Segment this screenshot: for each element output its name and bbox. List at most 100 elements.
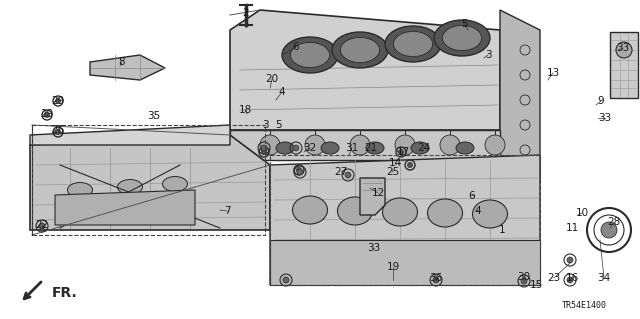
Text: 5: 5 [461, 19, 468, 29]
Text: 16: 16 [565, 273, 579, 283]
Text: 6: 6 [292, 42, 300, 52]
Circle shape [567, 257, 573, 263]
Text: 3: 3 [262, 120, 268, 130]
Circle shape [408, 162, 413, 167]
Circle shape [56, 130, 61, 135]
Text: 31: 31 [346, 143, 358, 153]
Ellipse shape [434, 20, 490, 56]
Text: 29: 29 [51, 96, 65, 106]
Ellipse shape [291, 42, 330, 68]
Text: 17: 17 [396, 147, 410, 157]
Polygon shape [55, 190, 195, 225]
Polygon shape [30, 135, 270, 230]
Circle shape [601, 222, 617, 238]
Text: 15: 15 [529, 280, 543, 290]
Circle shape [440, 135, 460, 155]
Ellipse shape [411, 142, 429, 154]
Text: 34: 34 [597, 273, 611, 283]
Text: 3: 3 [484, 50, 492, 60]
Text: 14: 14 [388, 158, 402, 168]
Polygon shape [230, 130, 500, 160]
Ellipse shape [366, 142, 384, 154]
Text: 26: 26 [51, 125, 65, 135]
Polygon shape [360, 178, 385, 215]
Bar [32, 125, 265, 235]
Text: 1: 1 [499, 225, 506, 235]
Text: 8: 8 [118, 57, 125, 67]
Polygon shape [230, 10, 500, 130]
Ellipse shape [472, 200, 508, 228]
Text: 30: 30 [517, 272, 531, 282]
Ellipse shape [442, 26, 482, 51]
Circle shape [296, 167, 301, 173]
Text: 11: 11 [565, 223, 579, 233]
Text: 36: 36 [429, 273, 443, 283]
Circle shape [293, 145, 299, 151]
Ellipse shape [118, 180, 143, 195]
Text: 27: 27 [334, 167, 348, 177]
Circle shape [345, 172, 351, 178]
Polygon shape [90, 55, 165, 80]
Ellipse shape [383, 198, 417, 226]
Ellipse shape [321, 142, 339, 154]
Circle shape [261, 145, 267, 151]
Text: 33: 33 [367, 243, 381, 253]
Circle shape [567, 277, 573, 283]
Circle shape [395, 135, 415, 155]
Polygon shape [500, 10, 540, 180]
Text: 20: 20 [266, 74, 278, 84]
Circle shape [305, 135, 325, 155]
Text: 24: 24 [417, 143, 431, 153]
Polygon shape [270, 240, 540, 285]
Text: 9: 9 [598, 96, 604, 106]
Ellipse shape [385, 26, 441, 62]
Ellipse shape [67, 182, 93, 197]
Ellipse shape [337, 197, 372, 225]
Polygon shape [270, 155, 540, 285]
Circle shape [297, 169, 303, 175]
Ellipse shape [428, 199, 463, 227]
Text: TR54E1400: TR54E1400 [562, 300, 607, 309]
Bar [270, 155, 540, 285]
Circle shape [262, 150, 266, 154]
Text: 4: 4 [278, 87, 285, 97]
Ellipse shape [292, 196, 328, 224]
Circle shape [39, 223, 45, 229]
Text: 6: 6 [468, 191, 476, 201]
Text: 22: 22 [35, 220, 49, 230]
Ellipse shape [394, 31, 433, 56]
Ellipse shape [456, 142, 474, 154]
Text: 10: 10 [575, 208, 589, 218]
Text: 5: 5 [275, 120, 282, 130]
Polygon shape [610, 32, 638, 98]
Text: 2: 2 [243, 8, 250, 18]
Ellipse shape [332, 32, 388, 68]
Text: 23: 23 [547, 273, 561, 283]
Text: 13: 13 [547, 68, 559, 78]
Circle shape [399, 150, 403, 154]
Polygon shape [30, 125, 230, 145]
Circle shape [433, 277, 439, 283]
Text: 21: 21 [364, 143, 378, 153]
Ellipse shape [163, 176, 188, 191]
Ellipse shape [282, 37, 338, 73]
Circle shape [485, 135, 505, 155]
Text: 4: 4 [475, 206, 481, 216]
Text: 12: 12 [371, 188, 385, 198]
Ellipse shape [340, 37, 380, 63]
Text: 18: 18 [238, 105, 252, 115]
Circle shape [350, 135, 370, 155]
Circle shape [56, 99, 61, 103]
Circle shape [45, 113, 49, 117]
Circle shape [260, 135, 280, 155]
Text: 25: 25 [387, 167, 399, 177]
Circle shape [616, 42, 632, 58]
Text: 33: 33 [616, 43, 630, 53]
Text: 19: 19 [387, 262, 399, 272]
Text: 33: 33 [598, 113, 612, 123]
Circle shape [283, 277, 289, 283]
Circle shape [521, 278, 527, 284]
Text: 7: 7 [224, 206, 230, 216]
Text: FR.: FR. [52, 286, 77, 300]
Text: 35: 35 [147, 111, 161, 121]
